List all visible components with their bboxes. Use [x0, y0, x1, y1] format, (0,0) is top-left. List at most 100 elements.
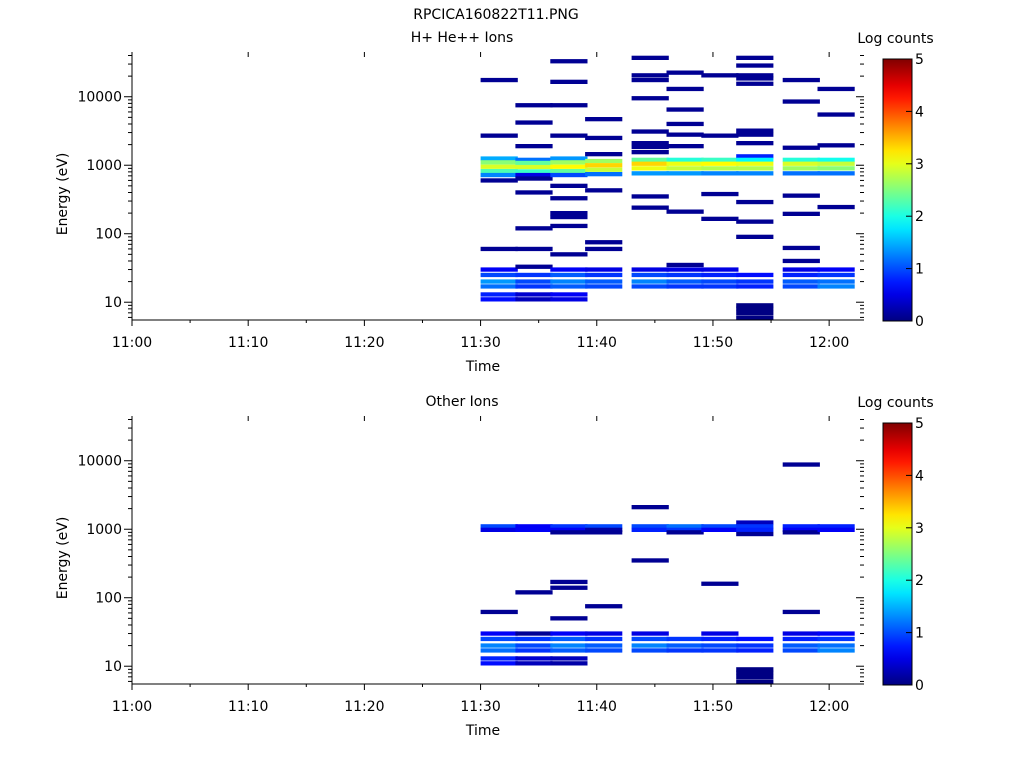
heatmap-cell	[550, 156, 588, 161]
heatmap-cell	[515, 120, 553, 125]
heatmap-cell	[550, 297, 588, 302]
heatmap-cell	[736, 219, 774, 224]
heatmap-cell	[585, 636, 623, 642]
heatmap-cell	[782, 272, 820, 278]
x-tick-label: 11:50	[693, 699, 733, 715]
heatmap-cell	[480, 133, 518, 138]
colorbar-tick-label: 2	[915, 573, 924, 589]
heatmap-cell	[550, 616, 588, 621]
heatmap-cell	[480, 648, 518, 653]
heatmap-cell	[701, 166, 739, 171]
heatmap-cell	[550, 643, 588, 648]
heatmap-cell	[515, 176, 553, 181]
heatmap-cell	[480, 272, 518, 278]
x-tick-label: 11:40	[577, 335, 617, 351]
heatmap-cell	[817, 643, 855, 648]
heatmap-cell	[666, 86, 704, 92]
x-tick-label: 12:00	[809, 699, 849, 715]
x-tick-label: 11:20	[344, 699, 384, 715]
heatmap-cell	[736, 531, 774, 537]
heatmap-cell	[480, 609, 518, 615]
heatmap-cell	[736, 524, 774, 529]
heatmap-cell	[701, 216, 739, 221]
heatmap-cell	[631, 524, 669, 529]
heatmap-cells	[480, 55, 855, 320]
y-tick-label: 10	[104, 659, 122, 675]
y-tick-label: 1000	[86, 522, 122, 538]
heatmap-cell	[782, 530, 820, 535]
heatmap-cell	[515, 164, 553, 170]
heatmap-cell	[515, 190, 553, 195]
heatmap-cell	[782, 267, 820, 272]
heatmap-cell	[666, 121, 704, 127]
x-tick-label: 11:50	[693, 335, 733, 351]
heatmap-cell	[666, 272, 704, 278]
heatmap-cell	[701, 643, 739, 648]
heatmap-cell	[515, 524, 553, 529]
heatmap-cell	[736, 520, 774, 525]
heatmap-cell	[550, 631, 588, 636]
heatmap-cell	[515, 648, 553, 653]
heatmap-cell	[782, 157, 820, 162]
heatmap-cell	[701, 157, 739, 162]
heatmap-cell	[480, 292, 518, 297]
heatmap-cell	[480, 246, 518, 252]
heatmap-cell	[515, 643, 553, 648]
heatmap-cell	[515, 272, 553, 278]
colorbar-tick-label: 3	[915, 521, 924, 537]
heatmap-cell	[817, 284, 855, 289]
heatmap-cell	[701, 73, 739, 78]
heatmap-cell	[666, 648, 704, 653]
heatmap-cell	[736, 73, 774, 78]
heatmap-cell	[701, 648, 739, 653]
heatmap-cell	[631, 636, 669, 642]
heatmap-cell	[666, 284, 704, 289]
x-tick-label: 11:30	[460, 335, 500, 351]
heatmap-cell	[550, 267, 588, 272]
colorbar	[882, 422, 913, 686]
heatmap-cell	[817, 279, 855, 284]
heatmap-cell	[631, 141, 669, 146]
heatmap-cell	[550, 196, 588, 201]
heatmap-cell	[480, 160, 518, 165]
colorbar-tick-label: 2	[915, 209, 924, 225]
heatmap-cell	[585, 530, 623, 535]
heatmap-cell	[736, 315, 774, 320]
x-axis-label: Time	[465, 359, 500, 375]
heatmap-cell	[550, 59, 588, 64]
colorbar-tick-label: 5	[915, 416, 924, 432]
heatmap-cell	[550, 211, 588, 216]
heatmap-cell	[666, 157, 704, 162]
heatmap-cell	[782, 636, 820, 642]
heatmap-cell	[736, 284, 774, 289]
y-tick-label: 1000	[86, 158, 122, 174]
y-axis-label: Energy (eV)	[55, 153, 71, 236]
colorbar-tick-label: 1	[915, 626, 924, 642]
heatmap-cell	[782, 279, 820, 284]
heatmap-cell	[736, 154, 774, 159]
heatmap-cell	[631, 157, 669, 162]
heatmap-cell	[585, 135, 623, 141]
heatmap-cell	[817, 166, 855, 171]
heatmap-cell	[480, 77, 518, 83]
heatmap-cell	[736, 76, 774, 81]
heatmap-cell	[736, 679, 774, 684]
heatmap-cell	[736, 234, 774, 239]
heatmap-cell	[585, 158, 623, 164]
heatmap-cell	[817, 112, 855, 117]
heatmap-cell	[701, 284, 739, 289]
heatmap-cell	[480, 631, 518, 636]
heatmap-cell	[817, 204, 855, 210]
heatmap-cell	[736, 81, 774, 86]
colorbar-tick-label: 1	[915, 262, 924, 278]
y-tick-label: 10000	[77, 90, 122, 106]
heatmap-cell	[631, 284, 669, 289]
heatmap-cell	[550, 252, 588, 257]
heatmap-cell	[817, 527, 855, 532]
heatmap-cell	[666, 267, 704, 272]
heatmap-cell	[782, 524, 820, 529]
heatmap-cell	[585, 524, 623, 529]
heatmap-cell	[515, 264, 553, 269]
heatmap-cell	[736, 272, 774, 278]
heatmap-cell	[550, 272, 588, 278]
